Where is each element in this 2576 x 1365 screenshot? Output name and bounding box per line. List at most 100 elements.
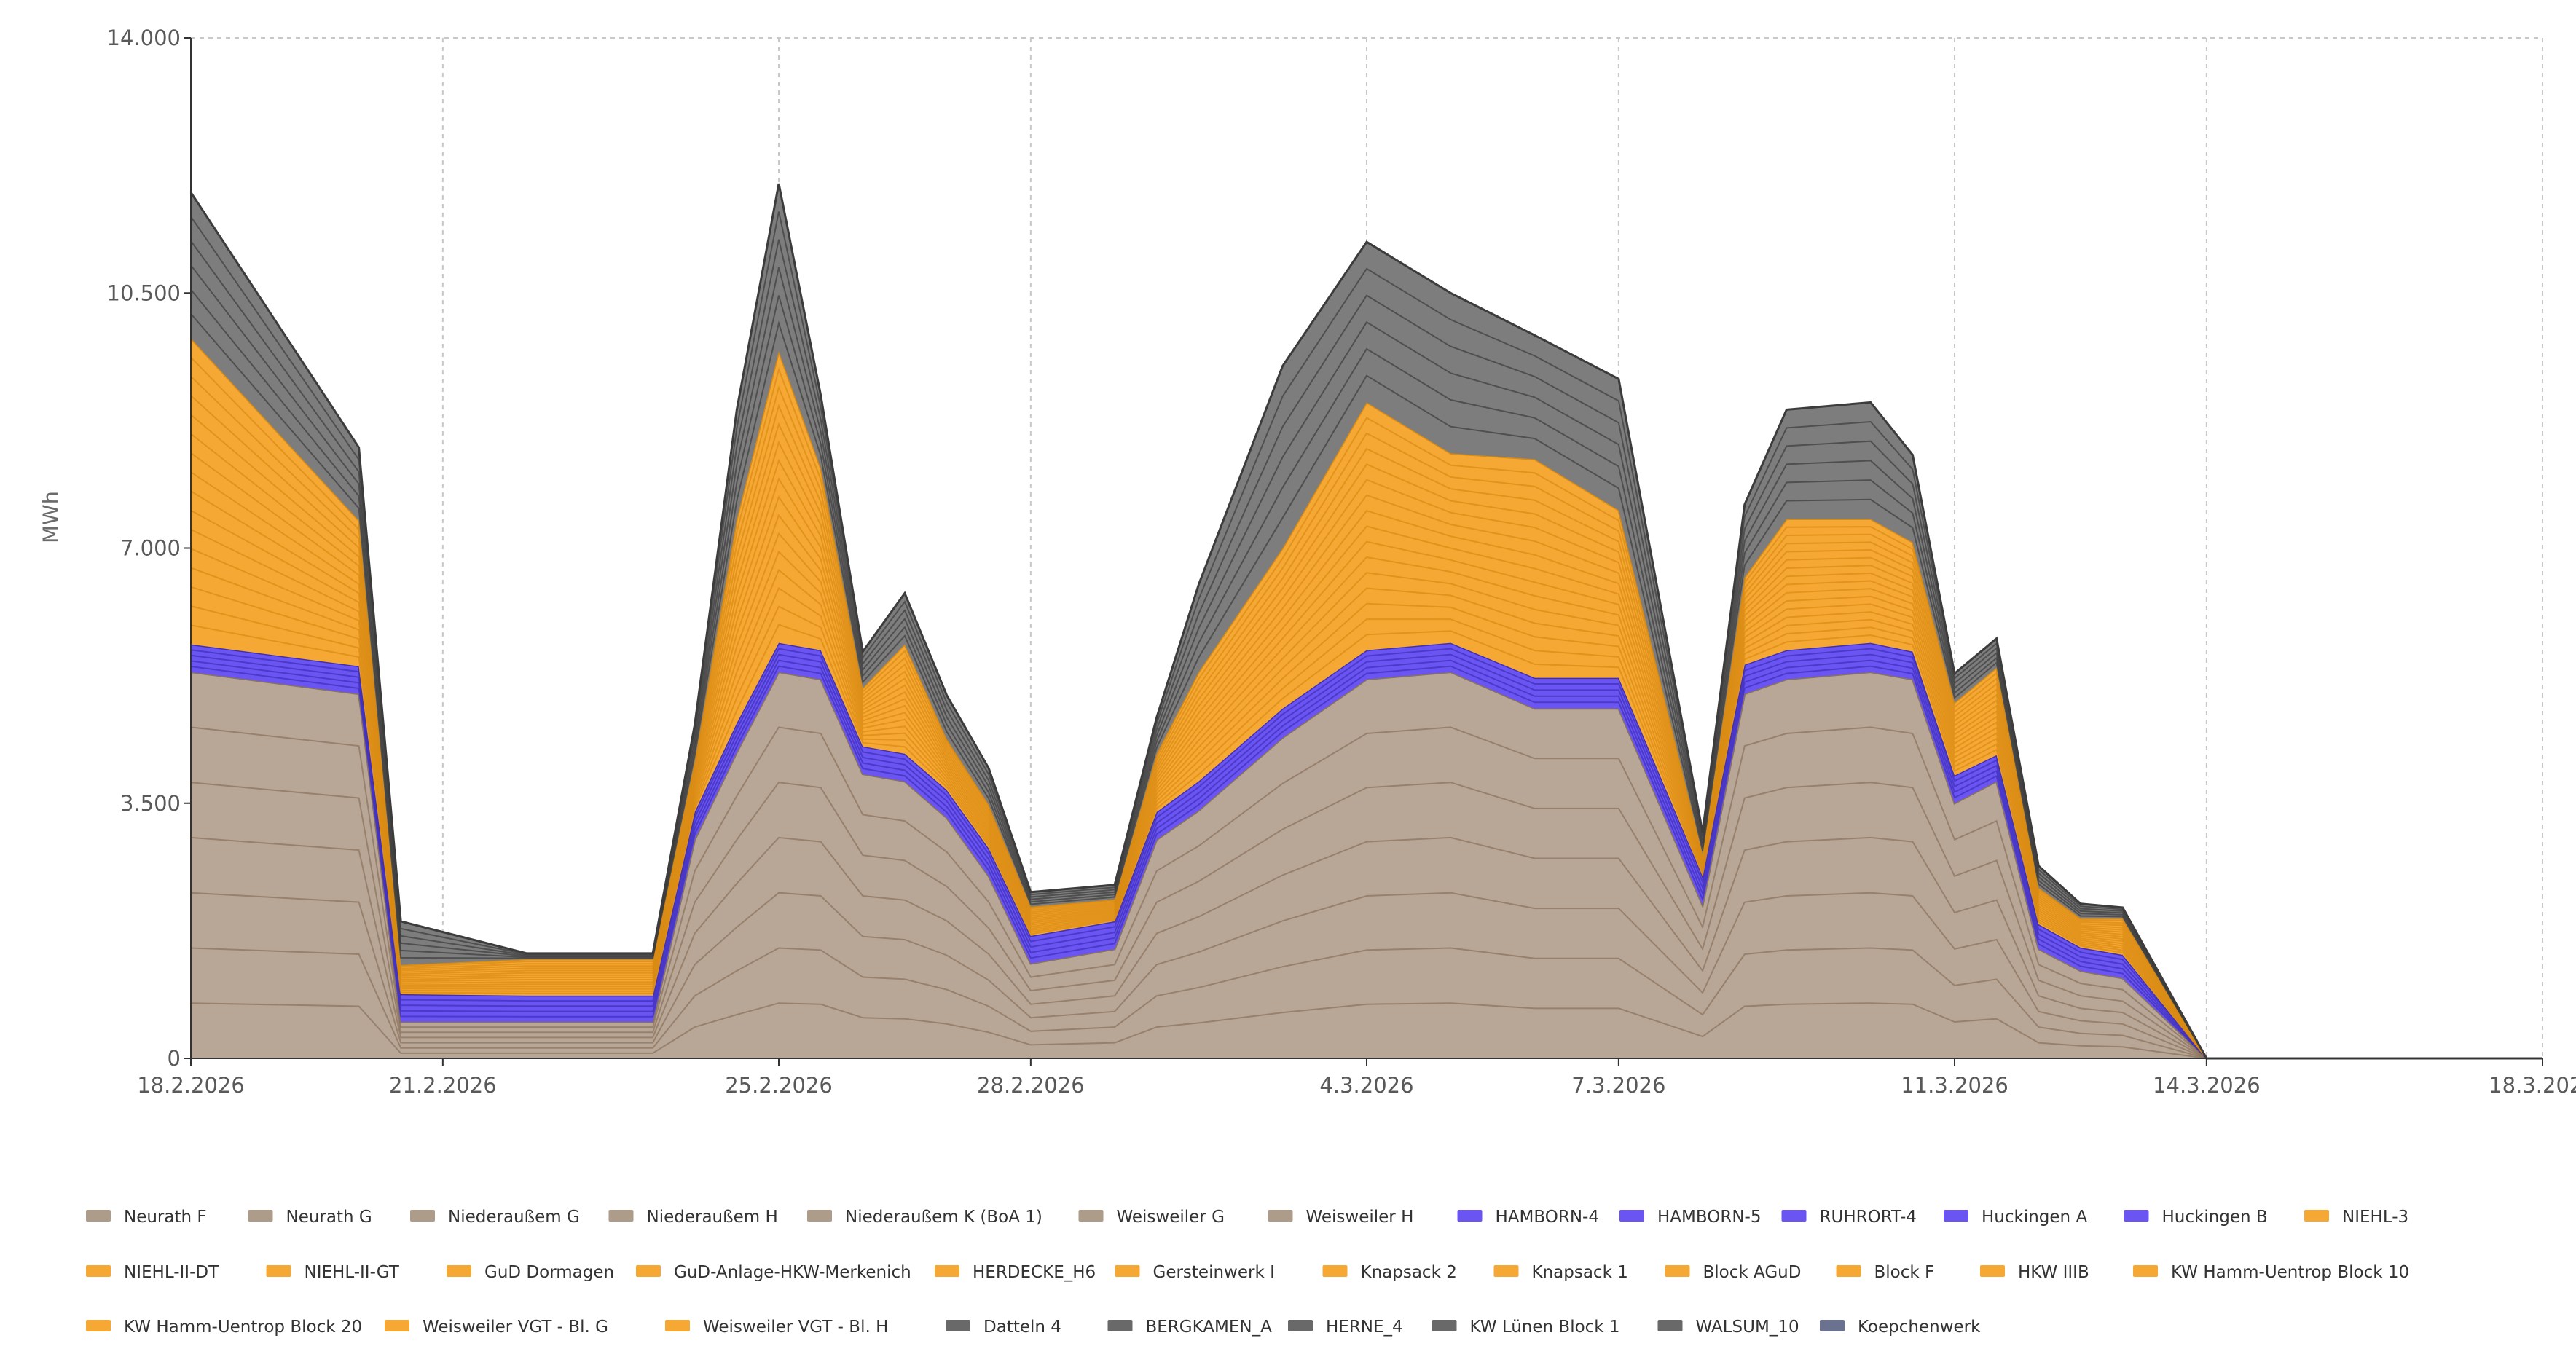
legend-label: Knapsack 1	[1532, 1263, 1628, 1282]
legend-swatch	[86, 1210, 111, 1222]
x-tick-label: 7.3.2026	[1571, 1073, 1665, 1098]
legend-item[interactable]: BERGKAMEN_A	[1107, 1318, 1273, 1337]
legend-swatch	[266, 1265, 291, 1277]
legend-label: Huckingen A	[1982, 1208, 2087, 1227]
legend-item[interactable]: HAMBORN-5	[1619, 1208, 1761, 1227]
legend-item[interactable]: Neurath F	[86, 1208, 207, 1227]
legend-label: NIEHL-II-GT	[305, 1263, 400, 1282]
x-tick-label: 25.2.2026	[725, 1073, 833, 1098]
x-tick-label: 14.3.2026	[2153, 1073, 2261, 1098]
series-line	[190, 490, 2542, 1059]
legend-swatch	[1944, 1210, 1968, 1222]
y-tick-label: 3.500	[120, 791, 181, 816]
legend-swatch	[1665, 1265, 1690, 1277]
series-line	[190, 726, 2542, 1059]
legend-swatch	[447, 1265, 471, 1277]
x-tick-label: 28.2.2026	[977, 1073, 1085, 1098]
legend-label: Niederaußem K (BoA 1)	[845, 1208, 1042, 1227]
legend-label: KW Hamm-Uentrop Block 10	[2171, 1263, 2409, 1282]
legend-item[interactable]: Niederaußem K (BoA 1)	[807, 1208, 1042, 1227]
legend-label: Gersteinwerk I	[1153, 1263, 1275, 1282]
legend-item[interactable]: Huckingen B	[2124, 1208, 2268, 1227]
series-line	[190, 211, 2542, 1059]
legend-swatch	[608, 1210, 634, 1222]
legend-item[interactable]: NIEHL-II-GT	[266, 1263, 400, 1282]
legend-swatch	[2124, 1210, 2149, 1222]
legend-item[interactable]: HERDECKE_H6	[935, 1263, 1096, 1282]
legend-item[interactable]: WALSUM_10	[1657, 1318, 1799, 1337]
legend-swatch	[2133, 1265, 2158, 1277]
y-tick-label: 0	[168, 1046, 181, 1071]
legend-item[interactable]: HKW IIIB	[1980, 1263, 2089, 1282]
legend-item[interactable]: KW Lünen Block 1	[1432, 1318, 1620, 1337]
legend-item[interactable]: Weisweiler VGT - Bl. H	[665, 1318, 888, 1337]
legend-label: NIEHL-3	[2342, 1208, 2408, 1227]
legend-item[interactable]: RUHRORT-4	[1781, 1208, 1917, 1227]
legend-item[interactable]: HERNE_4	[1288, 1318, 1403, 1337]
legend-label: GuD-Anlage-HKW-Merkenich	[674, 1263, 911, 1282]
legend-swatch	[636, 1265, 661, 1277]
legend-item[interactable]: Weisweiler VGT - Bl. G	[385, 1318, 608, 1337]
x-tick-label: 18.2.2026	[137, 1073, 245, 1098]
legend-item[interactable]: Niederaußem G	[410, 1208, 580, 1227]
series-line	[190, 264, 2542, 1059]
legend-item[interactable]: Neurath G	[248, 1208, 372, 1227]
legend-item[interactable]: Weisweiler G	[1078, 1208, 1225, 1227]
legend-item[interactable]: KW Hamm-Uentrop Block 10	[2133, 1263, 2409, 1282]
legend-item[interactable]: Koepchenwerk	[1820, 1318, 1981, 1337]
series-line	[190, 471, 2542, 1059]
x-tick-label: 11.3.2026	[1901, 1073, 2008, 1098]
series-line	[190, 665, 2542, 1059]
legend-item[interactable]: Weisweiler H	[1268, 1208, 1414, 1227]
area-erdgas	[191, 338, 2542, 1058]
legend-label: Niederaußem G	[448, 1208, 580, 1227]
legend-item[interactable]: Knapsack 2	[1322, 1263, 1457, 1282]
legend-item[interactable]: GuD-Anlage-HKW-Merkenich	[636, 1263, 911, 1282]
legend-item[interactable]: KW Hamm-Uentrop Block 20	[86, 1318, 362, 1337]
legend-swatch	[807, 1210, 832, 1222]
legend-item[interactable]: Huckingen A	[1944, 1208, 2087, 1227]
series-line	[190, 653, 2542, 1059]
legend-label: HERDECKE_H6	[973, 1263, 1096, 1282]
legend-swatch	[1781, 1210, 1807, 1222]
legend-label: Neurath G	[286, 1208, 372, 1227]
series-line	[190, 509, 2542, 1059]
y-tick-label: 14.000	[107, 25, 181, 50]
legend-item[interactable]: Block AGuD	[1665, 1263, 1802, 1282]
series-line	[190, 433, 2542, 1059]
legend-label: HAMBORN-4	[1496, 1208, 1599, 1227]
legend-item[interactable]: NIEHL-3	[2304, 1208, 2408, 1227]
group-top-line	[189, 337, 2542, 1060]
legend-item[interactable]: Knapsack 1	[1493, 1263, 1628, 1282]
legend-label: Weisweiler H	[1306, 1208, 1414, 1227]
legend-swatch	[1288, 1320, 1313, 1331]
legend-label: Huckingen B	[2162, 1208, 2268, 1227]
legend-item[interactable]: GuD Dormagen	[447, 1263, 614, 1282]
legend-label: BERGKAMEN_A	[1146, 1318, 1273, 1337]
series-line	[190, 659, 2542, 1059]
legend-swatch	[1836, 1265, 1861, 1277]
legend-label: NIEHL-II-DT	[124, 1263, 219, 1282]
series-line	[190, 586, 2542, 1059]
legend-label: Weisweiler G	[1117, 1208, 1225, 1227]
legend-item[interactable]: HAMBORN-4	[1457, 1208, 1599, 1227]
legend-swatch	[1657, 1320, 1683, 1331]
legend-label: KW Lünen Block 1	[1470, 1318, 1620, 1337]
legend-label: Block AGuD	[1703, 1263, 1802, 1282]
legend-item[interactable]: NIEHL-II-DT	[86, 1263, 219, 1282]
legend-item[interactable]: Niederaußem H	[608, 1208, 778, 1227]
series-line	[190, 836, 2542, 1059]
legend-label: Weisweiler VGT - Bl. G	[423, 1318, 608, 1337]
series-line	[190, 624, 2542, 1059]
series-line	[190, 239, 2542, 1059]
area-steinkohle	[191, 184, 2542, 1059]
legend-swatch	[1980, 1265, 2005, 1277]
legend-item[interactable]: Gersteinwerk I	[1115, 1263, 1275, 1282]
legend-item[interactable]: Block F	[1836, 1263, 1935, 1282]
series-line	[190, 648, 2542, 1059]
legend-label: Block F	[1874, 1263, 1935, 1282]
legend-label: Knapsack 2	[1361, 1263, 1457, 1282]
legend-swatch	[946, 1320, 970, 1331]
legend-item[interactable]: Datteln 4	[946, 1318, 1061, 1337]
legend-label: HKW IIIB	[2018, 1263, 2089, 1282]
